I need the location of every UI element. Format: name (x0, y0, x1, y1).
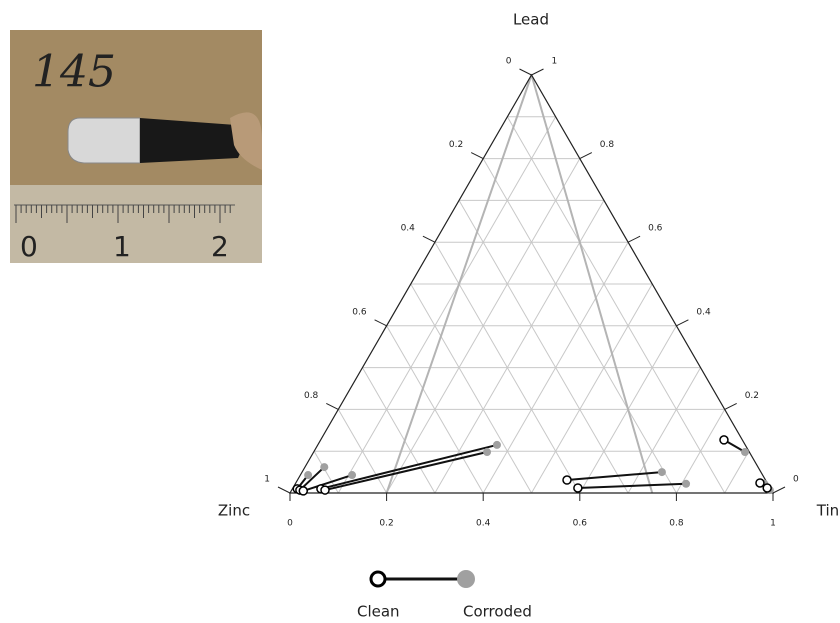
triangle-outline (288, 73, 775, 494)
tick-label: 0.4 (696, 307, 711, 317)
corroded-point (348, 471, 357, 480)
tick-mark (724, 402, 737, 410)
tick-mark (374, 319, 387, 327)
tick-mark (531, 68, 544, 76)
tick-label: 0.2 (745, 391, 759, 401)
grid-line (337, 409, 388, 494)
corroded-point (304, 471, 313, 480)
tick-mark (326, 402, 339, 410)
tick-mark (676, 319, 689, 327)
grid-line (724, 450, 750, 494)
clean-point (573, 483, 583, 493)
tick-label: 0 (287, 519, 293, 529)
corroded-point (682, 479, 691, 488)
clean-point (562, 475, 572, 485)
legend-label: Corroded (463, 603, 532, 621)
corroded-point (740, 448, 749, 457)
axis-title: Lead (513, 11, 549, 29)
tick-label: 0.4 (476, 519, 491, 529)
grid-line (627, 367, 701, 494)
tick-mark (470, 152, 484, 160)
connector (577, 482, 687, 489)
tick-label: 0 (793, 475, 799, 485)
tick-mark (627, 235, 641, 243)
grid-line (458, 200, 629, 494)
ruler-number: 1 (113, 230, 131, 263)
axis-title: Zinc (218, 502, 250, 520)
grid-line (531, 283, 653, 494)
connector (320, 443, 498, 490)
photo-label: 145 (32, 47, 116, 98)
grid-line (386, 325, 484, 494)
sleeve (140, 118, 246, 163)
legend-symbol (369, 570, 387, 588)
connector (566, 471, 662, 482)
legend-label: Clean (357, 603, 400, 621)
corroded-point (657, 468, 666, 477)
tick-mark (422, 235, 436, 243)
reference-line (530, 74, 654, 494)
tick-label: 1 (264, 475, 270, 485)
grid-line (362, 367, 436, 494)
ruler-number: 0 (20, 230, 38, 263)
axis-title: Tin (816, 502, 839, 520)
metal-tip (67, 117, 141, 164)
finger (230, 112, 262, 170)
tick-label: 0.4 (401, 224, 416, 234)
connector (302, 474, 353, 492)
corroded-point (320, 463, 329, 472)
tick-mark (277, 486, 291, 494)
clean-point (755, 478, 765, 488)
tick-label: 0.8 (600, 140, 615, 150)
clean-point (762, 483, 772, 493)
grid-line (506, 116, 726, 494)
tick-mark (772, 486, 786, 494)
clean-point (298, 486, 309, 496)
grid-line (337, 116, 557, 494)
tick-label: 0.6 (352, 307, 367, 317)
clean-point (719, 435, 729, 445)
tick-label: 0.6 (648, 224, 663, 234)
clean-point (320, 485, 330, 495)
grid-line (675, 409, 726, 494)
tick-label: 0.8 (669, 519, 684, 529)
corroded-point (492, 440, 501, 449)
tick-label: 0.2 (379, 519, 393, 529)
tick-label: 0.6 (573, 519, 588, 529)
grid-line (434, 200, 605, 494)
grid-line (410, 283, 532, 494)
legend-symbol (457, 570, 475, 588)
ruler (10, 185, 262, 263)
tick-label: 0.2 (449, 140, 463, 150)
tick-label: 0 (506, 57, 512, 67)
reference-line (385, 74, 533, 494)
corroded-point (483, 448, 492, 457)
tick-mark (579, 152, 593, 160)
tick-mark (519, 68, 532, 76)
tick-label: 1 (552, 57, 558, 67)
connector (324, 451, 488, 492)
photo: 145 0 1 2 (10, 30, 262, 263)
tick-label: 1 (770, 519, 776, 529)
ruler-number: 2 (211, 230, 229, 263)
tick-label: 0.8 (304, 391, 319, 401)
